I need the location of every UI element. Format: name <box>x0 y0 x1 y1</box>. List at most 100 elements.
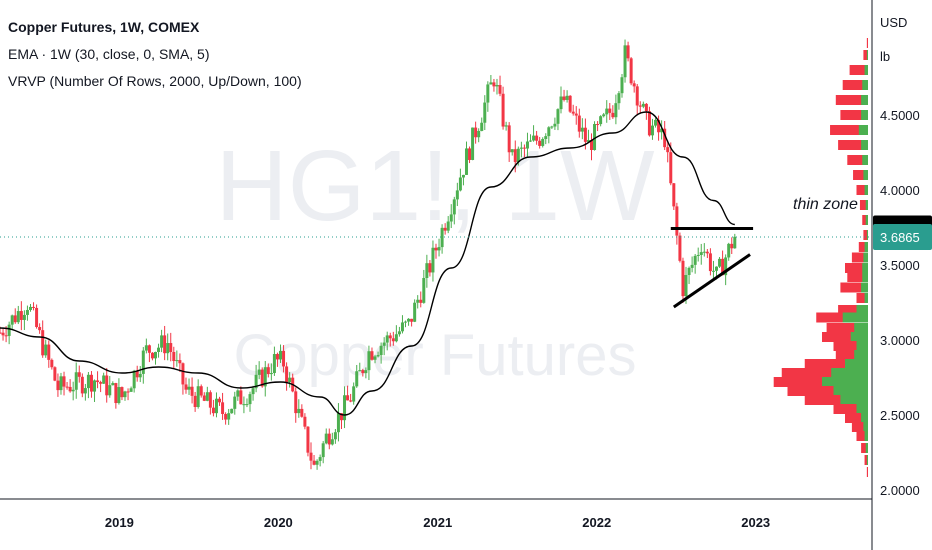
candle-body <box>510 149 514 153</box>
vp-bar-up <box>861 282 868 293</box>
candle-body <box>266 367 270 375</box>
vp-bar-down <box>845 413 868 423</box>
candle-body <box>83 388 87 394</box>
candle-body <box>181 363 185 385</box>
candle-body <box>721 258 725 276</box>
vp-bar-down <box>781 368 868 378</box>
candle-body <box>102 375 106 384</box>
candle-body <box>221 402 225 414</box>
candle-body <box>108 385 112 396</box>
candle-body <box>251 388 255 395</box>
candle-body <box>437 247 441 251</box>
candle-body <box>71 389 75 392</box>
candle-body <box>519 147 523 149</box>
candle-body <box>138 373 142 378</box>
rising-trendline <box>672 253 751 309</box>
watermark-symbol: HG1!, 1W <box>216 130 656 242</box>
candle-body <box>19 311 23 320</box>
candle-body <box>513 149 517 162</box>
candle-body <box>404 321 408 323</box>
candle-body <box>224 413 228 420</box>
vp-bar-up <box>861 413 868 423</box>
y-axis[interactable]: 2.0000 2.5000 3.0000 3.5000 4.0000 4.5000 <box>880 108 920 498</box>
candle-body <box>324 433 328 444</box>
vp-bar-down <box>863 50 868 60</box>
candle-body <box>410 318 414 322</box>
candle-body <box>275 354 279 360</box>
candle-body <box>711 270 715 272</box>
candle-body <box>443 227 447 231</box>
candle-body <box>297 408 301 414</box>
drawings[interactable] <box>670 227 754 309</box>
candle-body <box>35 307 39 328</box>
thin-zone-annotation[interactable]: thin zone <box>793 196 858 213</box>
legend-ema[interactable]: EMA · 1W (30, close, 0, SMA, 5) <box>8 46 210 62</box>
candle-body <box>501 93 505 127</box>
vp-bar-up <box>861 110 868 120</box>
candle-body <box>315 460 319 465</box>
x-tick-label: 2021 <box>423 515 452 530</box>
candle-body <box>333 432 337 440</box>
candle-body <box>153 351 157 359</box>
legend-vrvp[interactable]: VRVP (Number Of Rows, 2000, Up/Down, 100… <box>8 73 302 89</box>
candle-body <box>568 95 572 112</box>
vp-bar-down <box>851 422 868 432</box>
candle-body <box>452 199 456 215</box>
candle-body <box>96 380 100 383</box>
x-tick-label: 2022 <box>582 515 611 530</box>
x-tick-label: 2019 <box>105 515 134 530</box>
candle-body <box>416 299 420 303</box>
vp-bar-down <box>840 282 868 293</box>
candle-body <box>330 439 334 445</box>
candle-body <box>312 460 316 465</box>
candle-body <box>135 370 139 378</box>
candle-body <box>611 112 615 118</box>
candle-body <box>211 407 215 414</box>
vp-bar-down <box>816 312 868 323</box>
x-axis[interactable]: 2019 2020 2021 2022 2023 <box>105 515 770 530</box>
candle-body <box>635 86 639 106</box>
vp-bar-down <box>863 230 868 240</box>
vp-bar-up <box>862 155 868 165</box>
candle-body <box>132 370 136 389</box>
candle-body <box>672 183 676 207</box>
candle-body <box>495 85 499 87</box>
candle-body <box>574 113 578 116</box>
candle-body <box>288 377 292 383</box>
candle-body <box>364 370 368 374</box>
candle-body <box>571 111 575 114</box>
candle-body <box>196 386 200 408</box>
candle-body <box>446 221 450 231</box>
candle-body <box>480 122 484 131</box>
candle-body <box>126 391 130 393</box>
candle-body <box>47 344 51 360</box>
candle-body <box>705 251 709 254</box>
legend-title[interactable]: Copper Futures, 1W, COMEX <box>8 19 200 35</box>
watermark-name: Copper Futures <box>234 323 637 388</box>
candle-body <box>486 84 490 103</box>
candle-body <box>352 386 356 402</box>
candle-body <box>608 108 612 113</box>
candle-body <box>1 332 5 336</box>
y-tick-label: 3.5000 <box>880 258 920 273</box>
candle-body <box>50 359 54 368</box>
candle-body <box>468 148 472 160</box>
vp-bar-down <box>804 395 868 405</box>
candle-body <box>355 371 359 387</box>
candle-body <box>339 413 343 421</box>
candle-body <box>620 77 624 94</box>
candle-body <box>687 267 691 275</box>
candle-body <box>193 395 197 408</box>
candle-body <box>422 277 426 303</box>
candle-body <box>708 253 712 272</box>
candle-body <box>336 413 340 433</box>
candle-body <box>230 408 234 414</box>
vp-bar-up <box>845 359 868 369</box>
candle-body <box>370 351 374 360</box>
y-tick-label: 2.0000 <box>880 483 920 498</box>
candle-body <box>629 58 633 84</box>
candle-body <box>550 126 554 128</box>
candle-body <box>41 330 45 356</box>
candle-body <box>385 335 389 343</box>
